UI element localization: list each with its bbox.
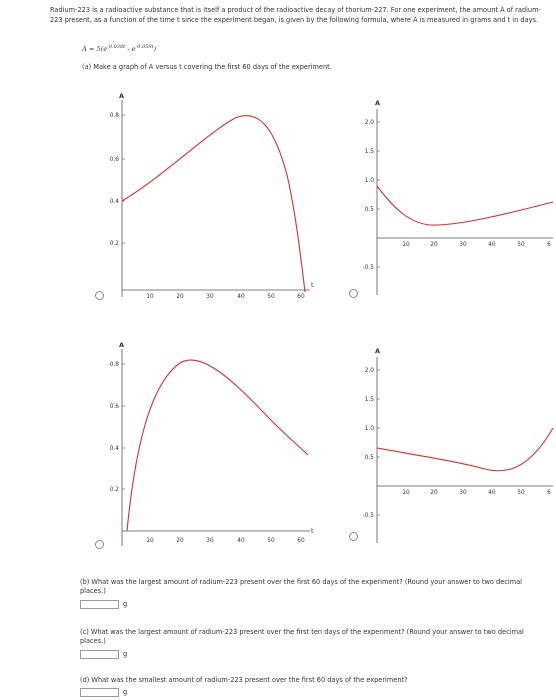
formula-end: ) <box>153 45 157 54</box>
y-tick-label: 0.5 <box>365 207 375 213</box>
part-a-prompt: (a) Make a graph of A versus t covering … <box>82 63 332 71</box>
x-tick-label: 40 <box>237 294 245 300</box>
answer-input-d[interactable] <box>80 687 119 697</box>
x-tick-label: 30 <box>459 490 467 496</box>
x-ticks: 10 20 30 40 50 6 <box>402 490 551 496</box>
unit-label-d: g <box>123 688 128 696</box>
x-tick-label: 50 <box>267 538 275 544</box>
y-tick-label: 1.5 <box>365 149 375 155</box>
y-tick-label: 0.6 <box>110 404 120 410</box>
x-tick-label: 6 <box>547 490 551 496</box>
x-ticks: 10 20 30 40 50 6 <box>402 242 551 248</box>
x-ticks: 10 20 30 40 50 60 <box>146 538 305 544</box>
y-tick-label: -0.5 <box>363 513 375 519</box>
question-b: (b) What was the largest amount of radiu… <box>80 578 522 595</box>
x-tick-label: 50 <box>517 490 525 496</box>
answer-row-c: g <box>80 648 127 660</box>
y-ticks: 2.0 1.5 1.0 0.5 -0.5 <box>363 120 380 271</box>
graph-option-2: A 2.0 1.5 1.0 0.5 -0.5 10 20 30 40 50 6 <box>363 99 554 295</box>
x-ticks: 10 20 30 40 50 60 <box>146 294 305 300</box>
x-tick-label: 30 <box>459 242 467 248</box>
y-axis-label: A <box>375 99 380 107</box>
answer-input-b[interactable] <box>80 599 119 609</box>
y-tick-label: 1.0 <box>365 178 375 184</box>
x-tick-label: 20 <box>176 294 184 300</box>
graph-option-2-radio[interactable] <box>349 289 358 298</box>
answer-row-d: g <box>80 686 127 698</box>
graph-option-4-radio[interactable] <box>349 532 358 541</box>
y-tick-label: 2.0 <box>365 368 375 374</box>
answer-row-b: g <box>80 598 127 610</box>
graph-curve <box>376 185 554 226</box>
graph-curve <box>126 359 309 532</box>
x-tick-label: 20 <box>430 490 438 496</box>
graph-option-1: A t 0.8 0.6 0.4 0.2 10 20 30 40 50 60 <box>110 92 314 300</box>
x-axis-label: t <box>311 281 314 289</box>
x-tick-label: 50 <box>517 242 525 248</box>
y-tick-label: 2.0 <box>365 120 375 126</box>
x-tick-label: 20 <box>430 242 438 248</box>
question-d: (d) What was the smallest amount of radi… <box>80 676 408 684</box>
unit-label-b: g <box>123 600 128 608</box>
x-tick-label: 6 <box>547 242 551 248</box>
y-tick-label: 0.2 <box>110 487 120 493</box>
answer-input-c[interactable] <box>80 649 119 659</box>
formula-lhs: A = 5(e <box>82 45 108 54</box>
graph-option-1-radio[interactable] <box>95 291 104 300</box>
y-axis-label: A <box>375 347 380 355</box>
graph-curve <box>121 115 306 293</box>
graph-curve <box>376 427 554 472</box>
graph-option-3: A t 0.8 0.6 0.4 0.2 10 20 30 40 50 60 <box>110 341 314 546</box>
x-tick-label: 10 <box>146 538 154 544</box>
x-tick-label: 40 <box>488 242 496 248</box>
x-tick-label: 40 <box>488 490 496 496</box>
formula: A = 5(e-0.038t - e-0.059t) <box>82 44 156 53</box>
x-axis-label: t <box>311 527 314 535</box>
x-tick-label: 10 <box>146 294 154 300</box>
x-tick-label: 50 <box>267 294 275 300</box>
x-tick-label: 10 <box>402 242 410 248</box>
x-tick-label: 60 <box>297 538 305 544</box>
x-tick-label: 30 <box>206 294 214 300</box>
graph-option-4: A 2.0 1.5 1.0 0.5 -0.5 10 20 30 40 50 6 <box>363 347 554 543</box>
graph-option-3-radio[interactable] <box>95 540 104 549</box>
x-tick-label: 30 <box>206 538 214 544</box>
y-ticks: 0.8 0.6 0.4 0.2 <box>110 362 125 493</box>
y-tick-label: 0.6 <box>110 157 120 163</box>
y-tick-label: 0.4 <box>110 199 120 205</box>
y-tick-label: 0.2 <box>110 241 120 247</box>
y-tick-label: 1.0 <box>365 426 375 432</box>
y-axis-label: A <box>119 92 124 100</box>
unit-label-c: g <box>123 650 128 658</box>
x-tick-label: 60 <box>297 294 305 300</box>
formula-exp-2: -0.059t <box>135 44 154 50</box>
y-ticks: 2.0 1.5 1.0 0.5 -0.5 <box>363 368 380 519</box>
y-axis-label: A <box>119 341 124 349</box>
formula-exp-1: -0.038t <box>107 44 126 50</box>
formula-mid: - e <box>125 45 136 54</box>
x-tick-label: 20 <box>176 538 184 544</box>
y-tick-label: 0.8 <box>110 113 120 119</box>
question-c: (c) What was the largest amount of radiu… <box>80 628 524 645</box>
y-tick-label: 0.8 <box>110 362 120 368</box>
y-tick-label: -0.5 <box>363 265 375 271</box>
x-tick-label: 10 <box>402 490 410 496</box>
x-tick-label: 40 <box>237 538 245 544</box>
y-tick-label: 0.4 <box>110 446 120 452</box>
y-tick-label: 1.5 <box>365 397 375 403</box>
y-ticks: 0.8 0.6 0.4 0.2 <box>110 113 125 247</box>
problem-intro: Radium-223 is a radioactive substance th… <box>50 6 541 24</box>
y-tick-label: 0.5 <box>365 455 375 461</box>
